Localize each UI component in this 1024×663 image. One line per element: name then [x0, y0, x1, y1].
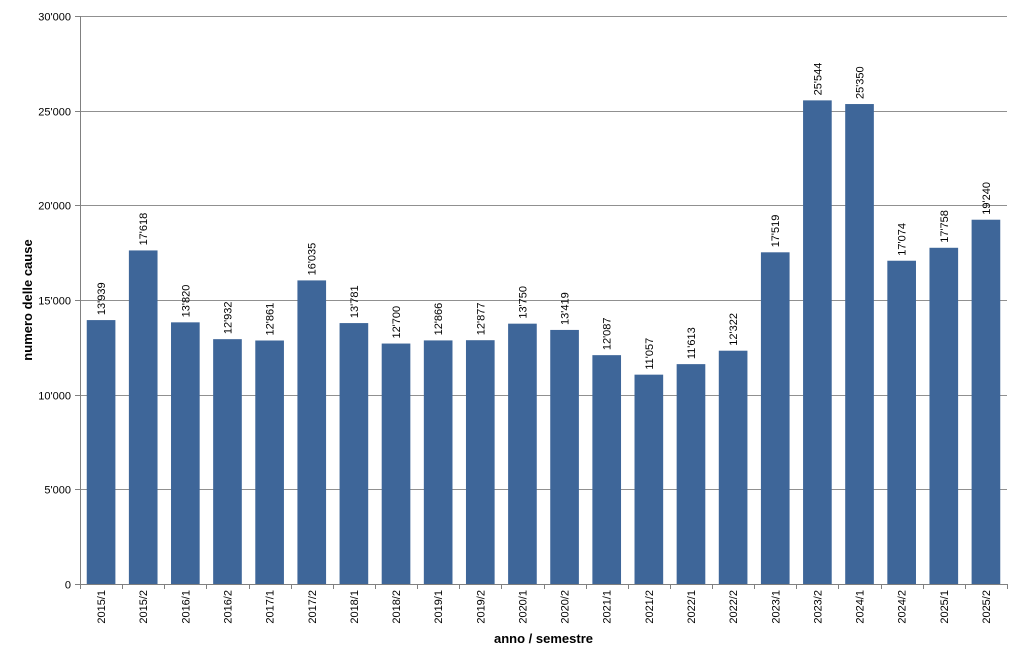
- data-label: 12'861: [265, 303, 277, 336]
- bar: [171, 322, 200, 584]
- data-label: 17'758: [939, 210, 951, 243]
- data-label: 16'035: [307, 243, 319, 276]
- bar: [339, 323, 369, 584]
- data-label: 17'519: [770, 215, 782, 248]
- data-label: 13'419: [560, 292, 572, 325]
- x-tick-label: 2023/2: [812, 590, 824, 624]
- bar: [760, 252, 790, 584]
- bar: [971, 219, 1001, 585]
- bar: [423, 340, 453, 584]
- y-tick-label: 25'000: [38, 107, 71, 119]
- data-label: 13'750: [517, 286, 529, 319]
- data-label: 13'939: [96, 282, 108, 315]
- data-label: 12'877: [475, 302, 487, 335]
- x-tick-label: 2020/2: [560, 590, 572, 624]
- x-tick-label: 2024/2: [897, 590, 909, 624]
- bar: [803, 100, 832, 584]
- x-tick-label: 2017/2: [307, 590, 319, 624]
- x-tick-label: 2023/1: [770, 590, 782, 624]
- x-tick-label: 2016/1: [180, 590, 192, 624]
- value-labels: 13'939 17'618 13'820 12'932 12'861 16'035 13'7…: [96, 63, 993, 370]
- bar: [718, 350, 748, 584]
- data-label: 12'087: [602, 317, 614, 350]
- data-label: 13'781: [349, 285, 361, 318]
- bars: [86, 100, 1001, 585]
- x-tick-label: 2025/2: [981, 590, 993, 624]
- bar: [255, 340, 284, 584]
- x-tick-label: 2025/1: [939, 590, 951, 624]
- x-tick-label: 2020/1: [517, 590, 529, 624]
- x-tick-label: 2021/1: [602, 590, 614, 624]
- bar: [634, 374, 664, 584]
- bar: [676, 364, 706, 584]
- x-tick-label: 2015/1: [96, 590, 108, 624]
- bar: [845, 104, 874, 584]
- bar: [550, 329, 579, 584]
- data-label: 25'544: [812, 63, 824, 96]
- bar: [381, 343, 411, 584]
- y-axis-title: numero delle cause: [20, 239, 35, 360]
- data-label: 17'618: [138, 213, 150, 246]
- data-label: 19'240: [981, 182, 993, 215]
- y-tick-label: 30'000: [38, 12, 71, 24]
- bar: [86, 320, 116, 584]
- x-tick-label: 2017/1: [265, 590, 277, 624]
- data-label: 12'700: [391, 306, 403, 339]
- y-tick-label: 10'000: [38, 391, 71, 403]
- y-axis-ticks: 0 5'000 10'000 15'000 20'000 25'000 30'000: [38, 12, 80, 592]
- bar: [592, 355, 622, 584]
- data-label: 17'074: [897, 223, 909, 256]
- x-tick-label: 2015/2: [138, 590, 150, 624]
- y-tick-label: 15'000: [38, 296, 71, 308]
- x-tick-label: 2016/2: [222, 590, 234, 624]
- data-label: 12'322: [728, 313, 740, 346]
- bar: [508, 323, 537, 584]
- bar: [213, 339, 242, 584]
- x-tick-label: 2022/2: [728, 590, 740, 624]
- data-label: 11'057: [644, 338, 656, 370]
- x-tick-label: 2019/2: [475, 590, 487, 624]
- y-tick-label: 0: [65, 580, 71, 592]
- x-tick-label: 2022/1: [686, 590, 698, 624]
- x-tick-label: 2018/2: [391, 590, 403, 624]
- bar: [887, 260, 916, 584]
- data-label: 25'350: [855, 66, 867, 99]
- x-tick-label: 2018/1: [349, 590, 361, 624]
- x-tick-label: 2019/1: [433, 590, 445, 624]
- x-axis-title: anno / semestre: [494, 631, 593, 646]
- y-tick-label: 20'000: [38, 201, 71, 213]
- bar: [929, 247, 959, 584]
- x-tick-label: 2021/2: [644, 590, 656, 624]
- data-label: 12'932: [222, 301, 234, 334]
- bar: [128, 250, 158, 584]
- data-label: 13'820: [180, 285, 192, 318]
- data-label: 11'613: [686, 327, 698, 359]
- bar: [465, 340, 495, 584]
- data-label: 12'866: [433, 303, 445, 336]
- y-tick-label: 5'000: [44, 485, 71, 497]
- x-axis-labels: 2015/1 2015/2 2016/1 2016/2 2017/1 2017/2 2018…: [96, 584, 1008, 624]
- x-tick-label: 2024/1: [855, 590, 867, 624]
- bar: [297, 280, 327, 584]
